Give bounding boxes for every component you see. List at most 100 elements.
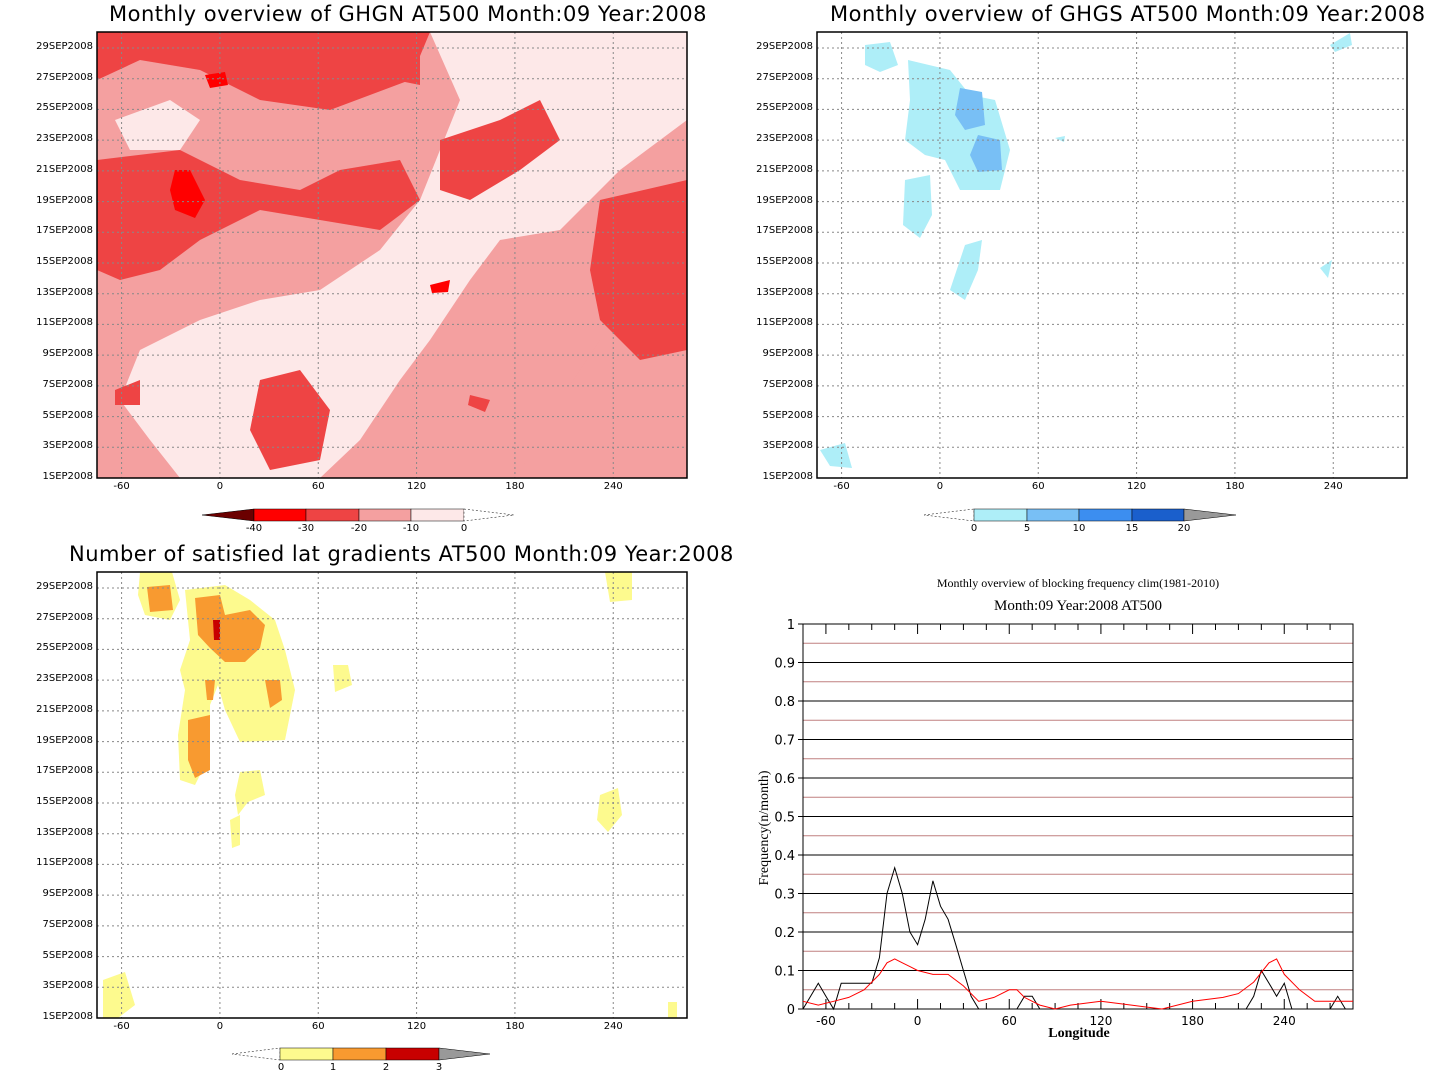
y-tick-label: 11SEP2008	[756, 317, 813, 329]
contour-fill	[195, 595, 265, 662]
y-tick-label: 21SEP2008	[756, 163, 813, 175]
contour-fill	[147, 585, 173, 612]
contour-fill	[590, 180, 687, 360]
chart-title: Monthly overview of blocking frequency c…	[936, 576, 1220, 590]
y-tick-label: 9SEP2008	[42, 888, 93, 900]
contour-fill	[230, 815, 240, 848]
line-plot: 0 0.1 0.2 0.3 0.4 0.5 0.6 0.7 0.8 0.9 1 -60 0 60 120 18…	[774, 618, 1354, 1028]
y-tick-label: 15SEP2008	[36, 796, 93, 807]
x-tick-label: 120	[407, 481, 427, 492]
y-tick-label: 23SEP2008	[36, 133, 93, 145]
contour-fill	[955, 88, 985, 130]
x-tick-label: 180	[1181, 1014, 1204, 1028]
y-tick-label: 19SEP2008	[756, 194, 813, 206]
y-tick-label: 0.6	[774, 772, 795, 787]
panel-title: Monthly overview of GHGN AT500 Month:09 …	[109, 2, 707, 26]
panel-ghgn: Monthly overview of GHGN AT500 Month:09 …	[0, 0, 720, 540]
y-tick-label: 21SEP2008	[36, 163, 93, 175]
contour-fill	[605, 572, 632, 602]
x-tick-label: 60	[311, 481, 325, 492]
y-tick-label: 29SEP2008	[36, 581, 93, 592]
colorbar-label: 20	[1177, 523, 1191, 534]
contour-fill	[1330, 33, 1352, 52]
y-tick-label: 5SEP2008	[42, 409, 93, 421]
y-tick-label: 1SEP2008	[762, 471, 813, 482]
contour-fill	[390, 55, 420, 85]
x-tick-label: 60	[311, 1021, 325, 1032]
contour-fill	[205, 680, 215, 700]
plot-frame	[96, 31, 688, 479]
y-tick-label: 0	[787, 1003, 795, 1018]
y-tick-label: 29SEP2008	[756, 41, 813, 52]
plot-frame	[816, 31, 1408, 479]
colorbar-label: 0	[460, 523, 468, 534]
x-tick-label: 240	[1323, 481, 1343, 492]
x-axis-label: Longitude	[1048, 1026, 1110, 1041]
y-tick-label: 0.2	[774, 926, 795, 941]
y-tick-label: 7SEP2008	[762, 378, 813, 390]
contour-fill	[170, 170, 205, 218]
colorbar-label: -20	[350, 523, 368, 534]
y-tick-label: 17SEP2008	[756, 225, 813, 237]
x-tick-label: 60	[1031, 481, 1045, 492]
contour-fill	[950, 240, 982, 300]
x-tick-label: 0	[914, 1014, 922, 1028]
y-tick-label: 23SEP2008	[756, 133, 813, 145]
contour-fill	[1320, 260, 1332, 278]
y-tick-label: 13SEP2008	[36, 286, 93, 298]
y-tick-label: 9SEP2008	[762, 348, 813, 360]
contour-fill	[188, 715, 210, 778]
colorbar-label: 0	[277, 1062, 285, 1073]
y-tick-label: 7SEP2008	[42, 918, 93, 930]
panel-blocking-frequency: Monthly overview of blocking frequency c…	[720, 540, 1440, 1091]
colorbar-label: -30	[297, 523, 315, 534]
contour-fill	[213, 620, 220, 640]
colorbar-label: 3	[435, 1062, 443, 1073]
colorbar-label: 10	[1072, 523, 1086, 534]
chart-subtitle: Month:09 Year:2008 AT500	[994, 598, 1162, 614]
panel-title: Number of satisfied lat gradients AT500 …	[69, 542, 734, 566]
contour-fill	[333, 665, 352, 692]
climatology-line	[802, 958, 1353, 1010]
x-tick-label: 60	[1002, 1014, 1017, 1028]
panel-title: Monthly overview of GHGS AT500 Month:09 …	[830, 2, 1426, 26]
contour-fill	[470, 280, 600, 478]
contour-fill	[265, 680, 282, 708]
y-tick-label: 17SEP2008	[36, 225, 93, 237]
y-tick-label: 0.8	[774, 695, 795, 710]
x-tick-label: -60	[113, 1021, 130, 1032]
y-tick-label: 0.4	[774, 849, 795, 864]
x-tick-label: 240	[603, 1021, 623, 1032]
x-tick-label: 0	[216, 1021, 224, 1032]
y-tick-label: 7SEP2008	[42, 378, 93, 390]
contour-fill	[103, 972, 135, 1018]
y-tick-label: 25SEP2008	[36, 642, 93, 654]
y-tick-label: 11SEP2008	[36, 317, 93, 329]
y-tick-label: 13SEP2008	[756, 286, 813, 298]
y-tick-label: 5SEP2008	[762, 409, 813, 421]
x-tick-label: 120	[1089, 1014, 1112, 1028]
contour-fill	[235, 770, 265, 815]
y-tick-label: 3SEP2008	[42, 980, 93, 992]
contour-fill	[430, 280, 450, 293]
y-tick-label: 3SEP2008	[42, 440, 93, 452]
y-tick-label: 13SEP2008	[36, 826, 93, 838]
y-tick-label: 0.3	[774, 888, 795, 903]
colorbar-label: 15	[1125, 523, 1139, 534]
y-axis-label: Frequency(n/month)	[757, 770, 772, 886]
y-tick-label: 3SEP2008	[762, 440, 813, 452]
x-tick-label: 120	[1127, 481, 1147, 492]
y-tick-label: 0.1	[774, 965, 795, 980]
colorbar-label: -40	[245, 523, 263, 534]
y-tick-label: 5SEP2008	[42, 949, 93, 961]
y-tick-label: 9SEP2008	[42, 348, 93, 360]
contour-fill	[597, 788, 622, 832]
x-tick-label: -60	[816, 1014, 836, 1028]
y-tick-label: 1SEP2008	[42, 471, 93, 482]
contour-fill	[250, 370, 330, 470]
y-tick-label: 27SEP2008	[36, 611, 93, 623]
x-tick-label: -60	[113, 481, 130, 492]
x-tick-label: 180	[505, 1021, 525, 1032]
x-tick-label: 0	[936, 481, 944, 492]
plot-frame	[96, 571, 688, 1019]
